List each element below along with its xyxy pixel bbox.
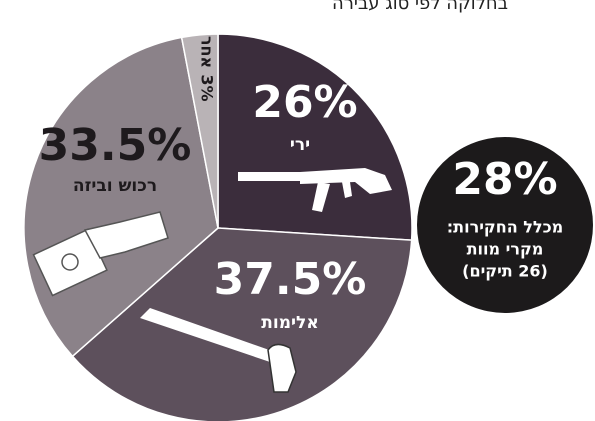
pie-slice [180, 33, 219, 229]
callout-circle [417, 137, 593, 313]
callout: 28% מכלל החקירות: מקרי מוות (26 תיקים) [417, 137, 593, 313]
pie-slice [71, 227, 413, 421]
value-label: 3% [198, 74, 217, 101]
value-label: 26% [252, 77, 357, 128]
callout-value: 28% [452, 154, 557, 205]
category-label: ירי [290, 135, 310, 155]
chart-title: בחלוקה לפי סוג עבירה [332, 0, 508, 14]
banknote-seal [61, 253, 79, 271]
bat [140, 308, 275, 362]
hand [267, 343, 297, 393]
category-label: רכוש וביזה [73, 176, 157, 196]
bribe-icon [32, 211, 169, 297]
pie: 26% ירי 37.5% אלימות 33.5% רכוש וביזה 3% אחר [23, 33, 413, 421]
callout-text: מקרי מוות [467, 240, 544, 259]
gun-grip [342, 182, 352, 198]
gun-icon [238, 168, 392, 212]
bat-icon [140, 308, 297, 393]
gun-mag [312, 182, 330, 212]
category-label: אחר [198, 36, 217, 68]
value-label: 33.5% [39, 120, 192, 171]
hand [83, 211, 169, 259]
callout-text: (26 תיקים) [462, 262, 548, 281]
value-label: 37.5% [214, 254, 367, 305]
icons [32, 168, 392, 393]
category-label: אלימות [261, 313, 318, 333]
callout-text: מכלל החקירות: [447, 218, 564, 237]
gun-stock [300, 168, 392, 194]
gun-barrel [238, 172, 358, 181]
